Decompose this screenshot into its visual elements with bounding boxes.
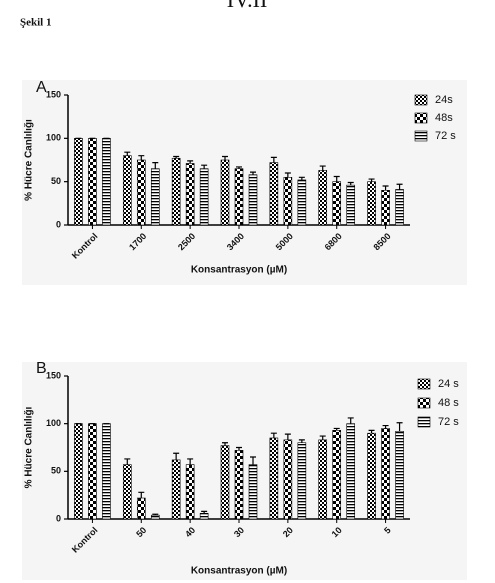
page: IV.II Şekil 1 A% Hücre CanlılığıKonsantr… <box>0 0 495 583</box>
bar <box>396 431 404 519</box>
bar <box>368 433 376 519</box>
legend-label: 24s <box>435 94 453 106</box>
y-tick-label: 150 <box>46 89 61 99</box>
bar <box>221 160 229 225</box>
bar <box>151 515 159 519</box>
legend-swatch <box>418 379 430 389</box>
bar <box>151 169 159 225</box>
y-axis-label: % Hücre Canlılığı <box>24 119 35 201</box>
legend-label: 72 s <box>435 130 456 142</box>
legend-swatch <box>415 131 427 141</box>
bar <box>382 190 390 225</box>
legend-label: 24 s <box>438 378 459 390</box>
bar <box>270 438 278 519</box>
bar <box>333 182 341 225</box>
bar <box>284 440 292 519</box>
bar <box>319 440 327 519</box>
y-tick-label: 50 <box>51 176 61 186</box>
y-tick-label: 150 <box>46 370 61 380</box>
legend-label: 48 s <box>438 397 459 409</box>
bar <box>284 177 292 225</box>
bar <box>249 175 257 225</box>
bar <box>319 170 327 225</box>
bar <box>235 169 243 225</box>
legend-swatch <box>418 398 430 408</box>
bar <box>368 182 376 225</box>
bar <box>74 138 82 225</box>
bar <box>249 465 257 519</box>
bar <box>186 465 194 519</box>
bar <box>235 450 243 519</box>
legend-label: 72 s <box>438 416 459 428</box>
y-tick-label: 0 <box>56 513 61 523</box>
y-axis-label: % Hücre Canlılığı <box>24 406 35 488</box>
y-tick-label: 50 <box>51 466 61 476</box>
bar <box>88 138 96 225</box>
x-axis-label: Konsantrasyon (µM) <box>191 265 287 276</box>
bar <box>298 180 306 225</box>
bar <box>333 430 341 519</box>
bar <box>382 428 390 519</box>
bar <box>137 498 145 519</box>
bar <box>123 156 131 225</box>
legend-swatch <box>418 417 430 427</box>
bar <box>88 424 96 519</box>
bar <box>298 443 306 519</box>
bar <box>200 169 208 225</box>
bar <box>123 465 131 519</box>
legend-swatch <box>415 113 427 123</box>
bar <box>347 424 355 519</box>
x-axis-label: Konsantrasyon (µM) <box>191 566 287 577</box>
bar <box>221 446 229 519</box>
bar <box>172 158 180 225</box>
bar <box>172 460 180 519</box>
legend-label: 48s <box>435 112 453 124</box>
bar <box>270 163 278 225</box>
figure-label: Şekil 1 <box>20 17 51 29</box>
bar <box>137 160 145 225</box>
bar <box>396 189 404 225</box>
bar <box>347 185 355 225</box>
y-tick-label: 100 <box>46 418 61 428</box>
page-header: IV.II <box>227 0 268 12</box>
bar <box>102 138 110 225</box>
bar <box>74 424 82 519</box>
bar <box>186 163 194 225</box>
bar <box>200 513 208 519</box>
bar <box>102 424 110 519</box>
y-tick-label: 100 <box>46 133 61 143</box>
y-tick-label: 0 <box>56 219 61 229</box>
legend-swatch <box>415 95 427 105</box>
